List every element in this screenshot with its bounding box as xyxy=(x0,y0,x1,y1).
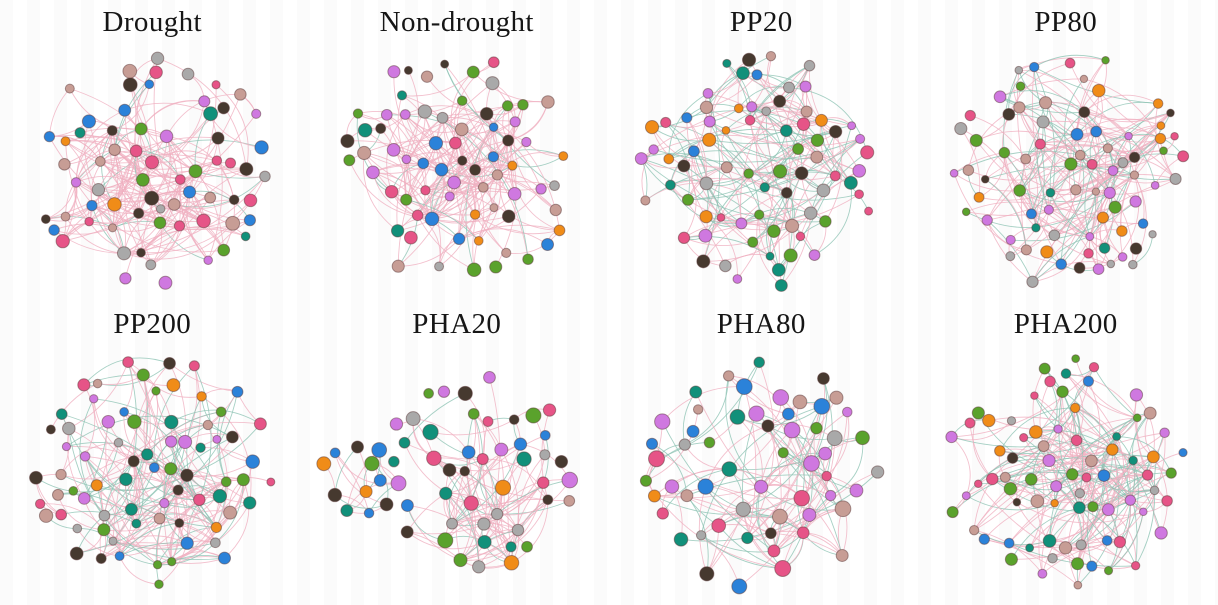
network-plot-pha20 xyxy=(316,370,578,574)
network-plot-pha80 xyxy=(640,356,885,595)
panel-title-pha200: PHA200 xyxy=(1013,308,1118,340)
panel-title-pp80: PP80 xyxy=(1034,6,1098,38)
panel-non-drought: Non-drought xyxy=(305,0,610,302)
network-plot-pp20 xyxy=(635,50,875,292)
network-plot-pp200 xyxy=(29,356,276,590)
network-plot-pha200 xyxy=(945,354,1188,590)
panel-drought: Drought xyxy=(0,0,305,302)
network-plot-pp80 xyxy=(949,54,1189,288)
panel-title-pha20: PHA20 xyxy=(412,308,502,340)
panel-title-pp20: PP20 xyxy=(729,6,793,38)
network-plot-non-drought xyxy=(340,56,569,277)
panel-title-non-drought: Non-drought xyxy=(379,6,534,38)
network-plot-drought xyxy=(41,51,271,290)
panel-pp80: PP80 xyxy=(914,0,1218,302)
panel-pp200: PP200 xyxy=(0,302,305,605)
panel-pp20: PP20 xyxy=(609,0,914,302)
panel-title-pp200: PP200 xyxy=(113,308,192,340)
panel-title-drought: Drought xyxy=(102,6,202,38)
panel-pha200: PHA200 xyxy=(914,302,1218,605)
panel-pha80: PHA80 xyxy=(609,302,914,605)
panel-title-pha80: PHA80 xyxy=(716,308,806,340)
panel-pha20: PHA20 xyxy=(305,302,610,605)
